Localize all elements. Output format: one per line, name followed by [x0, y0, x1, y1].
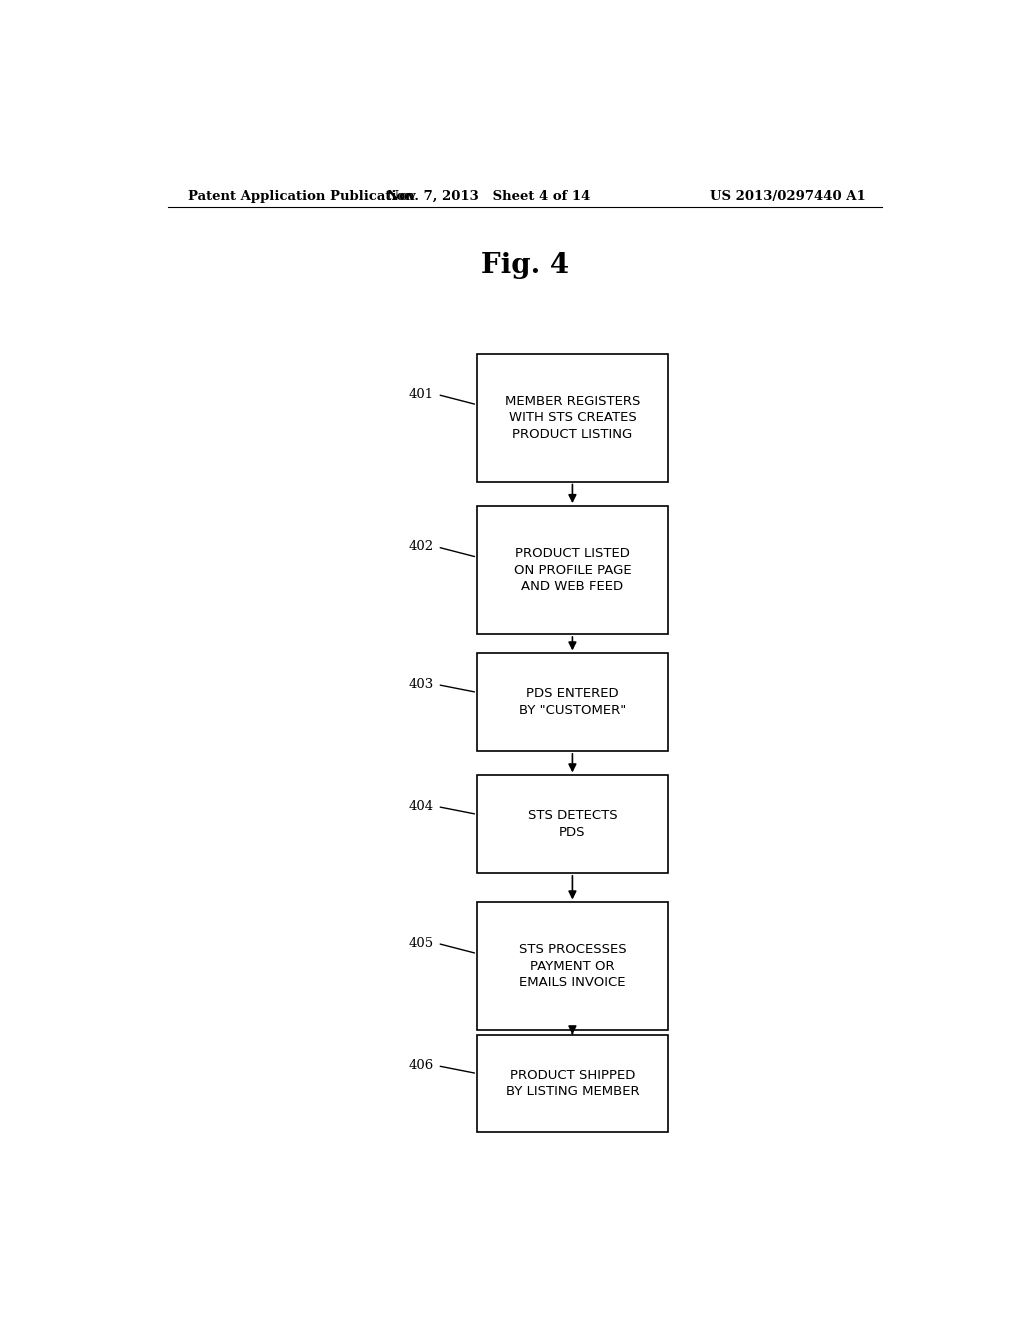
Bar [477, 354, 668, 482]
Bar [477, 506, 668, 634]
Text: MEMBER REGISTERS
WITH STS CREATES
PRODUCT LISTING: MEMBER REGISTERS WITH STS CREATES PRODUC… [505, 395, 640, 441]
Text: 403: 403 [409, 678, 433, 692]
Text: PDS ENTERED
BY "CUSTOMER": PDS ENTERED BY "CUSTOMER" [519, 688, 626, 717]
Bar [477, 653, 668, 751]
Text: Patent Application Publication: Patent Application Publication [187, 190, 415, 202]
Text: 406: 406 [409, 1059, 433, 1072]
Text: STS PROCESSES
PAYMENT OR
EMAILS INVOICE: STS PROCESSES PAYMENT OR EMAILS INVOICE [518, 944, 627, 990]
Text: PRODUCT LISTED
ON PROFILE PAGE
AND WEB FEED: PRODUCT LISTED ON PROFILE PAGE AND WEB F… [514, 546, 631, 593]
Text: Nov. 7, 2013   Sheet 4 of 14: Nov. 7, 2013 Sheet 4 of 14 [387, 190, 591, 202]
Text: US 2013/0297440 A1: US 2013/0297440 A1 [711, 190, 866, 202]
Text: 404: 404 [409, 800, 433, 813]
Text: 402: 402 [409, 540, 433, 553]
Text: Fig. 4: Fig. 4 [480, 252, 569, 279]
Text: 405: 405 [409, 937, 433, 950]
Bar [477, 903, 668, 1031]
Text: 401: 401 [409, 388, 433, 401]
Bar [477, 775, 668, 873]
Text: PRODUCT SHIPPED
BY LISTING MEMBER: PRODUCT SHIPPED BY LISTING MEMBER [506, 1069, 639, 1098]
Text: STS DETECTS
PDS: STS DETECTS PDS [527, 809, 617, 840]
Bar [477, 1035, 668, 1133]
